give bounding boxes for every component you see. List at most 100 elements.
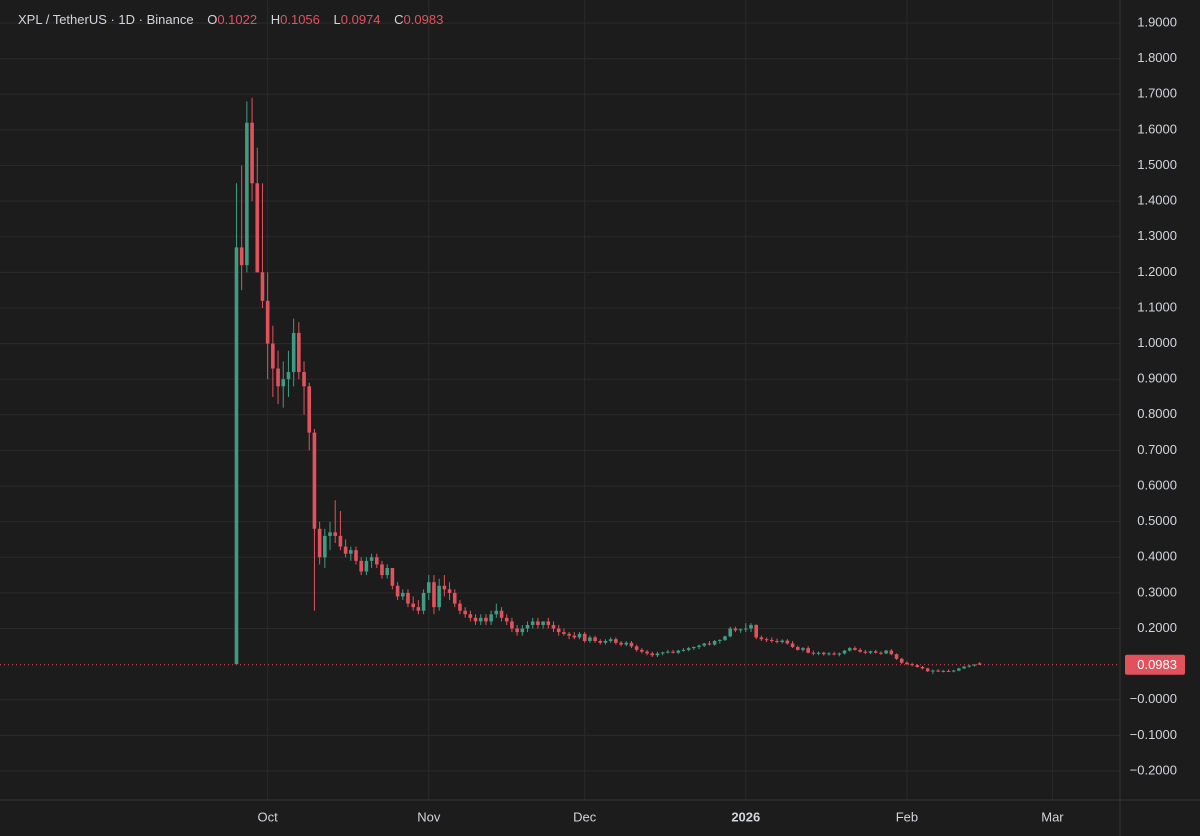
y-tick-label: 1.0000	[1137, 335, 1177, 350]
candle-body	[343, 546, 348, 554]
y-tick-label: −0.0000	[1130, 691, 1177, 706]
candle-body	[317, 528, 322, 558]
candle-body	[640, 649, 644, 652]
candle-body	[764, 639, 769, 641]
candle-body	[374, 557, 379, 565]
candle-body	[790, 643, 795, 648]
candle-body	[619, 642, 623, 645]
candle-body	[473, 617, 478, 622]
candle-body	[328, 532, 332, 536]
candle-body	[702, 643, 707, 646]
candle-body	[364, 560, 369, 572]
y-tick-label: 0.8000	[1137, 406, 1177, 421]
candle-body	[499, 610, 504, 618]
y-tick-label: 0.2000	[1137, 620, 1177, 635]
candle-body	[608, 639, 613, 641]
candle-body	[744, 628, 748, 630]
candle-body	[977, 663, 982, 665]
candle-body	[582, 633, 587, 641]
candle-body	[660, 652, 665, 654]
candle-body	[349, 550, 353, 554]
candle-body	[593, 637, 597, 641]
candle-body	[478, 617, 483, 622]
candle-body	[925, 668, 930, 672]
candle-body	[676, 650, 681, 653]
candle-body	[754, 624, 758, 638]
candle-body	[333, 532, 338, 536]
candle-body	[354, 550, 358, 561]
candle-body	[775, 640, 779, 643]
candle-body	[426, 582, 431, 593]
candle-body	[255, 183, 260, 273]
y-tick-label: 0.6000	[1137, 477, 1177, 492]
candle-body	[868, 651, 873, 653]
candle-body	[312, 432, 317, 529]
y-tick-label: 1.5000	[1137, 157, 1177, 172]
candle-body	[577, 633, 582, 638]
candle-body	[811, 652, 816, 654]
candle-body	[957, 668, 961, 671]
candle-body	[442, 585, 447, 590]
candle-body	[759, 637, 764, 640]
candle-body	[239, 247, 244, 266]
candle-body	[832, 653, 836, 655]
candle-body	[458, 603, 462, 611]
candle-body	[614, 639, 618, 643]
candle-body	[718, 639, 722, 641]
ohlc-value: 0.0974	[340, 12, 381, 27]
candle-body	[707, 643, 712, 645]
candle-body	[510, 621, 514, 629]
candle-body	[801, 648, 805, 650]
candle-body	[894, 654, 899, 659]
candle-body	[889, 650, 894, 655]
last-price-tag	[1125, 654, 1185, 675]
candle-body	[905, 662, 909, 665]
candle-body	[780, 640, 784, 643]
candle-body	[650, 653, 655, 656]
candle-body	[437, 585, 441, 608]
candle-body	[411, 603, 415, 608]
y-tick-label: 1.7000	[1137, 86, 1177, 101]
y-tick-label: 1.2000	[1137, 264, 1177, 279]
candle-body	[769, 639, 774, 641]
candle-body	[723, 636, 727, 640]
y-tick-label: −0.2000	[1130, 762, 1177, 777]
candle-body	[369, 557, 374, 561]
candle-body	[234, 247, 239, 665]
candle-body	[281, 379, 286, 387]
candle-body	[827, 653, 831, 655]
candle-body	[853, 648, 857, 650]
candle-body	[494, 610, 499, 615]
candle-body	[821, 652, 826, 655]
last-price-label: 0.0983	[1137, 657, 1177, 672]
candle-body	[634, 646, 639, 650]
ohlc-label: H	[270, 12, 281, 27]
candle-body	[603, 640, 608, 643]
candle-body	[245, 122, 249, 266]
candle-body	[432, 582, 436, 608]
candle-body	[400, 592, 405, 597]
y-tick-label: 1.6000	[1137, 121, 1177, 136]
candle-body	[447, 589, 452, 593]
candle-body	[686, 648, 691, 650]
candle-body	[588, 637, 592, 641]
y-tick-label: 1.9000	[1137, 14, 1177, 29]
x-tick-label: Feb	[896, 809, 918, 824]
x-tick-label: Oct	[258, 809, 279, 824]
x-tick-label: 2026	[731, 809, 760, 824]
candle-body	[489, 614, 493, 622]
candle-body	[655, 653, 660, 656]
candle-body	[260, 272, 265, 301]
symbol-title: XPL / TetherUS · 1D · Binance	[18, 12, 194, 27]
ohlc-value: 0.0983	[403, 12, 444, 27]
candle-body	[520, 628, 525, 633]
candle-body	[359, 560, 364, 572]
candle-body	[556, 628, 561, 633]
candle-body	[390, 567, 395, 586]
ohlc-label: L	[333, 12, 341, 27]
header: XPL / TetherUS · 1D · Binance O0.1022 H0…	[18, 12, 453, 27]
candle-body	[946, 670, 951, 672]
candle-body	[525, 624, 530, 629]
